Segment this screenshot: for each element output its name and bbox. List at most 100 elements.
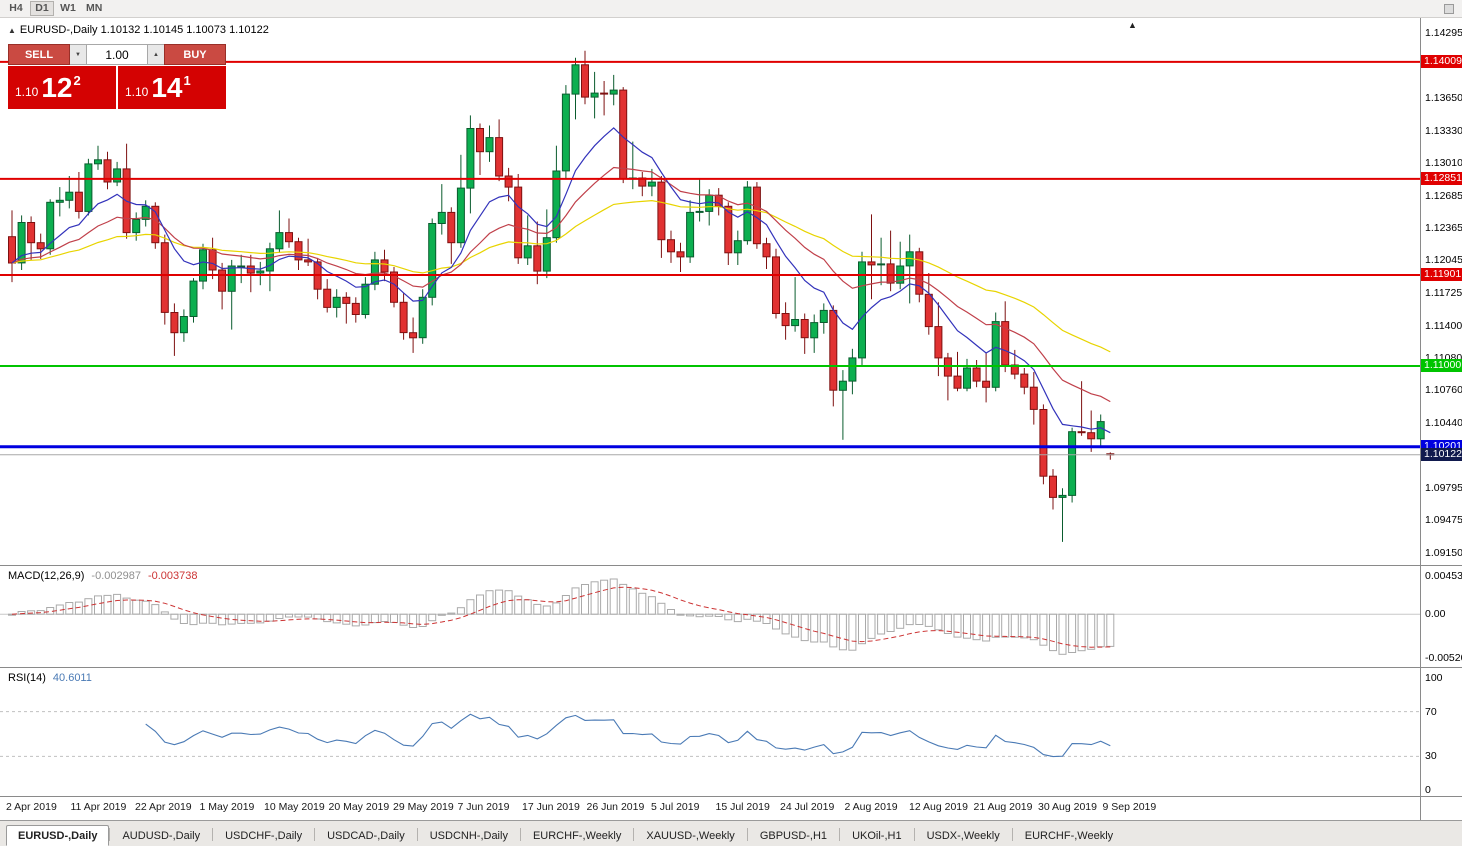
date-label: 1 May 2019 [199, 801, 255, 813]
chart-tab-eurchf-weekly[interactable]: EURCHF-,Weekly [1024, 830, 1114, 842]
tab-separator [519, 828, 521, 841]
chart-tab-eurusd-daily[interactable]: EURUSD-,Daily [6, 825, 110, 846]
macd-main-value: -0.002987 [91, 570, 141, 582]
volume-input[interactable] [86, 44, 148, 65]
ma-slow-line [11, 199, 1111, 353]
price-axis-tick: 1.14295 [1425, 27, 1462, 39]
chart-collapse-icon[interactable]: ▲ [8, 26, 16, 35]
tab-separator [212, 828, 214, 841]
tab-separator [416, 828, 418, 841]
chart-tab-xauusd-weekly[interactable]: XAUUSD-,Weekly [646, 830, 735, 842]
chart-tab-usdx-weekly[interactable]: USDX-,Weekly [926, 830, 1000, 842]
macd-axis-tick: 0.00 [1425, 608, 1446, 621]
buy-button[interactable]: BUY [164, 44, 226, 65]
timeframe-button-w1[interactable]: W1 [60, 2, 76, 14]
price-level-tag: 1.11901 [1421, 267, 1462, 281]
date-label: 7 Jun 2019 [457, 801, 510, 813]
chart-shift-marker[interactable]: ▲ [1128, 20, 1137, 30]
price-axis-tick: 1.10440 [1425, 416, 1462, 429]
chart-tab-usdcad-daily[interactable]: USDCAD-,Daily [327, 830, 405, 842]
date-label: 10 May 2019 [264, 801, 325, 813]
trade-quotes-row: 1.10 12 2 1.10 14 1 [8, 66, 226, 109]
date-label: 22 Apr 2019 [135, 801, 192, 813]
ask-prefix: 1.10 [125, 84, 149, 99]
rsi-axis-tick: 100 [1425, 672, 1443, 684]
rsi-axis: 100 70 30 0 [1420, 668, 1462, 796]
date-label: 24 Jul 2019 [780, 801, 835, 813]
bid-price-tag: 1.10122 [1421, 447, 1462, 461]
macd-histogram [8, 578, 1115, 655]
tab-separator [1011, 828, 1013, 841]
chart-tab-usdchf-daily[interactable]: USDCHF-,Daily [225, 830, 303, 842]
date-label: 2 Apr 2019 [6, 801, 57, 813]
tab-separator [633, 828, 635, 841]
chart-tabs-bar: EURUSD-,Daily AUDUSD-,Daily USDCHF-,Daily U… [0, 820, 1462, 846]
timeframe-button-h4[interactable]: H4 [9, 2, 23, 14]
price-axis-tick: 1.12365 [1425, 222, 1462, 235]
time-axis-stub [1420, 797, 1462, 820]
tab-separator [746, 828, 748, 841]
rsi-value: 40.6011 [52, 672, 92, 684]
rsi-axis-tick: 70 [1425, 705, 1437, 718]
price-level-tag: 1.12851 [1421, 171, 1462, 185]
sell-button[interactable]: SELL [8, 44, 70, 65]
date-label: 26 Jun 2019 [586, 801, 645, 813]
tab-separator [913, 828, 915, 841]
timeframe-button-d1[interactable]: D1 [30, 1, 54, 16]
price-axis-tick: 1.12685 [1425, 189, 1462, 202]
trade-controls-row: SELL ▼ ▲ BUY [8, 44, 226, 65]
price-axis-tick: 1.11400 [1425, 319, 1462, 332]
volume-increase-button[interactable]: ▲ [148, 44, 164, 65]
macd-axis-tick: -0.005205 [1425, 652, 1462, 664]
date-label: 17 Jun 2019 [522, 801, 580, 813]
ask-big-digits: 14 [151, 71, 183, 103]
price-axis-tick: 1.13010 [1425, 156, 1462, 169]
toolbar-overflow-icon[interactable] [1444, 4, 1454, 14]
tab-separator [109, 828, 111, 841]
chart-tab-ukoil-h1[interactable]: UKOil-,H1 [852, 830, 902, 842]
price-axis-tick: 1.09475 [1425, 514, 1462, 527]
price-axis-tick: 1.11725 [1425, 286, 1462, 299]
chart-window: 1.14295 1.13650 1.13330 1.13010 1.12685 1.123… [0, 18, 1462, 820]
timeframe-button-mn[interactable]: MN [86, 2, 103, 14]
macd-canvas[interactable] [0, 566, 1420, 667]
ma-mid-line [11, 166, 1111, 403]
macd-header: MACD(12,26,9) -0.002987 -0.003738 [8, 570, 198, 582]
date-label: 5 Jul 2019 [651, 801, 700, 813]
date-label: 9 Sep 2019 [1102, 801, 1157, 813]
rsi-panel: 100 70 30 0 RSI(14) 40.6011 [0, 668, 1462, 797]
price-axis-tick: 1.13330 [1425, 124, 1462, 137]
macd-signal-line [11, 586, 1111, 648]
price-level-tag: 1.11000 [1421, 359, 1462, 373]
price-axis-tick: 1.12045 [1425, 254, 1462, 267]
bid-pip-digit: 2 [73, 73, 81, 88]
buy-quote-button[interactable]: 1.10 14 1 [118, 66, 226, 109]
chart-ohlc-values: 1.10132 1.10145 1.10073 1.10122 [100, 24, 269, 36]
date-label: 11 Apr 2019 [70, 801, 127, 813]
tab-separator [839, 828, 841, 841]
bid-big-digits: 12 [41, 71, 73, 103]
date-label: 15 Jul 2019 [715, 801, 770, 813]
chart-tab-audusd-daily[interactable]: AUDUSD-,Daily [122, 830, 201, 842]
chart-tab-usdcnh-daily[interactable]: USDCNH-,Daily [429, 830, 508, 842]
price-chart-canvas[interactable] [0, 18, 1420, 565]
volume-decrease-button[interactable]: ▼ [70, 44, 86, 65]
price-axis-tick: 1.13650 [1425, 92, 1462, 105]
ma-fast-line [11, 127, 1111, 434]
rsi-canvas[interactable] [0, 668, 1420, 796]
price-axis-tick: 1.10760 [1425, 384, 1462, 397]
chart-title: ▲ EURUSD-,Daily 1.10132 1.10145 1.10073 1… [8, 24, 269, 36]
price-axis-tick: 1.09795 [1425, 481, 1462, 494]
chart-tab-eurchf-weekly[interactable]: EURCHF-,Weekly [532, 830, 622, 842]
rsi-line [145, 713, 1111, 758]
candlestick-series [8, 50, 1115, 542]
date-label: 2 Aug 2019 [844, 801, 898, 813]
macd-label: MACD(12,26,9) [8, 570, 85, 582]
price-axis-tick: 1.09150 [1425, 547, 1462, 559]
time-axis: 2 Apr 2019 11 Apr 2019 22 Apr 2019 1 May 20… [0, 797, 1462, 820]
chart-tab-gbpusd-h1[interactable]: GBPUSD-,H1 [759, 830, 828, 842]
sell-quote-button[interactable]: 1.10 12 2 [8, 66, 116, 109]
rsi-axis-tick: 30 [1425, 750, 1437, 763]
